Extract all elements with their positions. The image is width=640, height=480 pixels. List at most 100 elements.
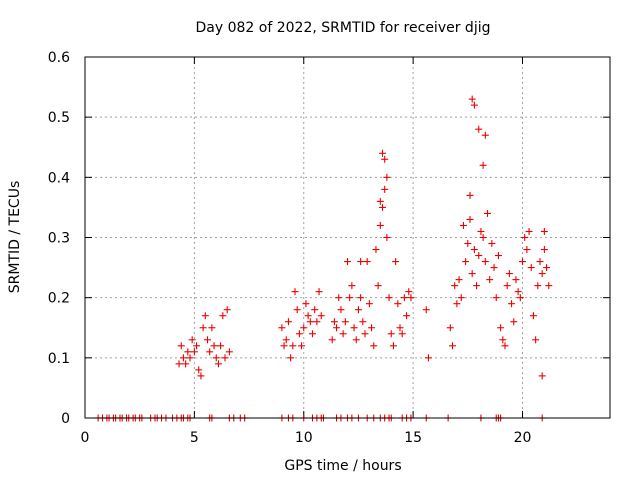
y-tick-label: 0.6: [48, 50, 70, 66]
data-point: [466, 215, 474, 223]
x-tick-label: 20: [514, 430, 532, 446]
data-point: [197, 372, 205, 380]
data-point: [398, 330, 406, 338]
data-point: [278, 324, 286, 332]
data-point: [514, 288, 522, 296]
data-point: [346, 294, 354, 302]
data-point: [335, 294, 343, 302]
data-point: [527, 264, 535, 272]
data-point: [470, 246, 478, 254]
data-point: [374, 282, 382, 290]
data-point: [510, 318, 518, 326]
data-point: [348, 282, 356, 290]
data-point: [383, 234, 391, 241]
y-tick-label: 0.4: [48, 170, 70, 186]
data-point: [315, 288, 323, 296]
data-point: [201, 312, 209, 320]
data-point: [284, 318, 292, 326]
data-point: [385, 294, 393, 302]
data-point: [376, 221, 384, 229]
data-point: [516, 294, 524, 302]
data-point: [328, 336, 336, 344]
axis-ticks: 0 0.1 0.2 0.3 0.4 0.5 0.6 0 5 10 15 20: [48, 50, 610, 446]
x-tick-label: 5: [190, 430, 199, 446]
data-point: [477, 227, 485, 235]
chart-title: Day 082 of 2022, SRMTID for receiver dji…: [196, 20, 491, 36]
data-point: [540, 227, 548, 235]
data-points: [94, 95, 553, 422]
data-point: [400, 294, 408, 302]
data-point: [298, 342, 306, 350]
data-point: [473, 282, 481, 290]
data-point: [311, 306, 319, 314]
data-point: [383, 173, 391, 181]
data-point: [199, 324, 207, 332]
data-point: [287, 354, 295, 362]
data-point: [379, 203, 386, 211]
data-point: [179, 354, 187, 362]
data-point: [488, 240, 496, 248]
data-point: [293, 306, 301, 314]
data-point: [536, 258, 544, 266]
data-point: [503, 282, 511, 290]
data-point: [389, 342, 397, 350]
data-point: [486, 276, 494, 284]
data-point: [376, 197, 384, 205]
data-point: [309, 330, 316, 338]
data-point: [300, 324, 308, 332]
data-point: [464, 240, 472, 248]
data-point: [219, 312, 227, 320]
data-point: [490, 264, 498, 272]
data-point: [422, 306, 430, 314]
data-point: [532, 336, 540, 344]
data-point: [190, 348, 198, 356]
data-point: [540, 246, 548, 254]
y-tick-label: 0.1: [48, 351, 70, 367]
data-point: [523, 246, 531, 254]
data-point: [333, 324, 341, 332]
data-point: [206, 348, 214, 356]
data-point: [459, 221, 467, 229]
data-point: [387, 330, 395, 338]
data-point: [508, 300, 516, 308]
data-point: [462, 258, 470, 266]
data-point: [339, 330, 347, 338]
data-point: [512, 276, 520, 284]
y-tick-label: 0.5: [48, 110, 70, 126]
data-point: [475, 125, 483, 133]
data-point: [217, 342, 225, 350]
data-point: [182, 360, 190, 368]
data-point: [466, 191, 474, 199]
data-point: [453, 300, 461, 308]
data-point: [354, 306, 362, 314]
data-point: [368, 324, 376, 332]
data-point: [455, 276, 463, 284]
data-point: [468, 95, 476, 103]
data-point: [204, 336, 211, 344]
data-point: [521, 234, 529, 241]
y-tick-label: 0.3: [48, 231, 70, 247]
data-point: [381, 155, 389, 163]
x-axis-label: GPS time / hours: [284, 458, 401, 474]
data-point: [394, 300, 402, 308]
data-point: [302, 300, 310, 308]
data-point: [475, 252, 483, 260]
data-point: [295, 330, 303, 338]
data-point: [529, 312, 537, 320]
data-point: [214, 360, 222, 368]
data-point: [381, 185, 389, 193]
data-point: [392, 258, 400, 266]
data-point: [280, 342, 288, 350]
data-point: [424, 354, 432, 362]
data-point: [407, 294, 415, 302]
x-tick-label: 0: [81, 430, 90, 446]
data-point: [481, 258, 489, 266]
data-point: [525, 227, 533, 235]
data-point: [403, 312, 411, 320]
data-point: [479, 161, 487, 169]
data-point: [543, 264, 551, 272]
data-point: [317, 312, 325, 320]
data-point: [359, 318, 367, 326]
data-point: [538, 372, 546, 380]
data-point: [494, 252, 502, 260]
